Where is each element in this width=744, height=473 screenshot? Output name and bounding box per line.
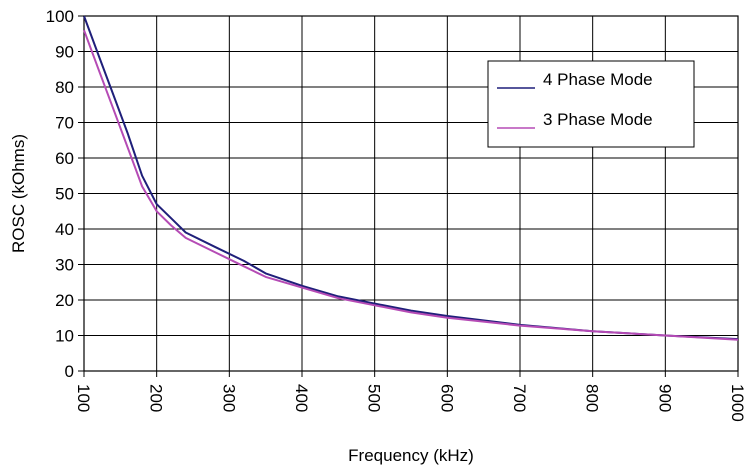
y-tick-label: 100	[46, 7, 74, 26]
x-tick-label: 800	[583, 384, 602, 412]
y-tick-label: 40	[55, 220, 74, 239]
y-tick-label: 20	[55, 291, 74, 310]
x-tick-label: 600	[437, 384, 456, 412]
x-tick-label: 400	[292, 384, 311, 412]
x-axis-label: Frequency (kHz)	[348, 446, 474, 465]
x-tick-label: 900	[655, 384, 674, 412]
x-tick-label: 700	[510, 384, 529, 412]
y-axis-label: ROSC (kOhms)	[9, 134, 28, 253]
legend-box	[487, 60, 695, 148]
y-tick-label: 10	[55, 327, 74, 346]
y-tick-label: 90	[55, 43, 74, 62]
y-tick-label: 0	[65, 362, 74, 381]
y-tick-label: 50	[55, 185, 74, 204]
legend: 4 Phase Mode 3 Phase Mode	[487, 60, 695, 148]
x-tick-label: 500	[365, 384, 384, 412]
y-tick-label: 80	[55, 78, 74, 97]
y-tick-label: 70	[55, 114, 74, 133]
x-axis-ticks: 100 200 300 400 500 600 700 800 900 1000	[74, 371, 744, 422]
legend-label-4-phase-mode: 4 Phase Mode	[543, 70, 653, 89]
series-lines	[83, 15, 739, 341]
x-tick-label: 100	[74, 384, 93, 412]
x-tick-label: 300	[219, 384, 238, 412]
y-tick-label: 60	[55, 149, 74, 168]
x-tick-label: 200	[147, 384, 166, 412]
x-tick-label: 1000	[728, 384, 744, 422]
legend-label-3-phase-mode: 3 Phase Mode	[543, 110, 653, 129]
series-line-3-phase-mode	[83, 29, 739, 341]
y-tick-label: 30	[55, 256, 74, 275]
y-axis-ticks: 0 10 20 30 40 50 60 70 80 90 100	[46, 7, 84, 381]
